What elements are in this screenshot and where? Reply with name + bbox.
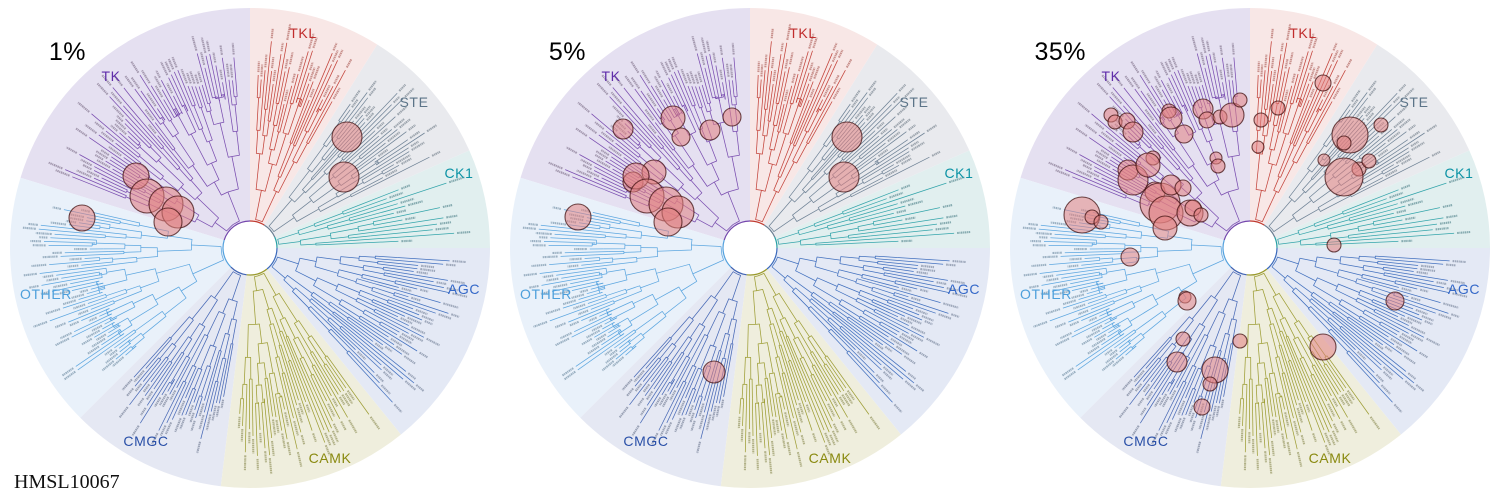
kinome-tree-svg-3 xyxy=(1010,8,1490,488)
sector-label-ck1: CK1 xyxy=(1444,165,1474,181)
sector-label-tk: TK xyxy=(101,68,121,84)
sector-label-other: OTHER xyxy=(520,286,572,302)
sector-label-tk: TK xyxy=(1101,68,1121,84)
sector-label-agc: AGC xyxy=(947,281,981,297)
sector-label-tkl: TKL xyxy=(1289,25,1317,41)
sector-label-ck1: CK1 xyxy=(944,165,974,181)
sector-label-tkl: TKL xyxy=(789,25,817,41)
compound-id-label: HMSL10067 xyxy=(14,471,120,493)
sector-label-ck1: CK1 xyxy=(444,165,474,181)
sector-label-camk: CAMK xyxy=(1308,450,1352,466)
concentration-label: 1% xyxy=(48,38,86,66)
concentration-label: 5% xyxy=(548,38,586,66)
sector-label-tkl: TKL xyxy=(289,25,317,41)
sector-label-ste: STE xyxy=(399,94,429,110)
sector-label-other: OTHER xyxy=(1020,286,1072,302)
sector-label-cmgc: CMGC xyxy=(1123,433,1169,449)
sector-label-camk: CAMK xyxy=(808,450,852,466)
sector-label-ste: STE xyxy=(899,94,929,110)
concentration-label: 35% xyxy=(1034,38,1086,66)
sector-label-agc: AGC xyxy=(447,281,481,297)
sector-label-ste: STE xyxy=(1399,94,1429,110)
sector-label-camk: CAMK xyxy=(308,450,352,466)
sector-label-agc: AGC xyxy=(1447,281,1481,297)
kinome-panel-3: 35% TK TKL STE CK1 AGC CAMK CMGC OTHER xyxy=(1000,0,1500,500)
sector-label-cmgc: CMGC xyxy=(623,433,669,449)
kinome-panel-2: 5% TK TKL STE CK1 AGC CAMK CMGC OTHER xyxy=(500,0,1000,500)
kinome-tree-svg-1 xyxy=(10,8,491,488)
sector-label-other: OTHER xyxy=(20,286,72,302)
kinome-panel-1: 1% TK TKL STE CK1 AGC CAMK CMGC OTHER xyxy=(0,0,500,500)
kinome-tree-svg-2 xyxy=(510,8,990,488)
sector-label-tk: TK xyxy=(601,68,621,84)
sector-label-cmgc: CMGC xyxy=(123,433,169,449)
